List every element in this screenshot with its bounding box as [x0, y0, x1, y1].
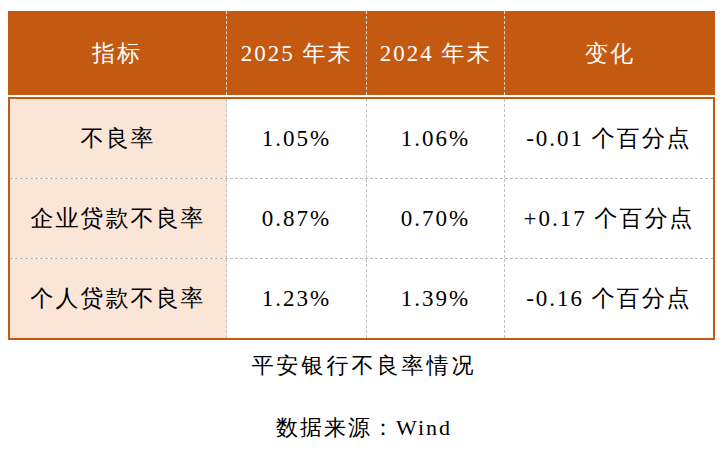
page: 指标 2025 年末 2024 年末 变化 不良率 1.05% 1.06% -0… [0, 0, 728, 450]
row-2024-value: 1.39% [367, 259, 505, 338]
row-2024-value: 1.06% [367, 99, 505, 178]
table-caption: 平安银行不良率情况 [0, 351, 728, 381]
table-row: 企业贷款不良率 0.87% 0.70% +0.17 个百分点 [10, 178, 713, 258]
table-row: 不良率 1.05% 1.06% -0.01 个百分点 [10, 99, 713, 178]
table-header-row: 指标 2025 年末 2024 年末 变化 [8, 11, 715, 95]
row-change-value: +0.17 个百分点 [505, 179, 713, 258]
header-change: 变化 [505, 11, 715, 95]
header-2025-year-end: 2025 年末 [227, 11, 367, 95]
row-indicator-label: 企业贷款不良率 [10, 179, 227, 258]
row-indicator-label: 个人贷款不良率 [10, 259, 227, 338]
row-2025-value: 1.23% [227, 259, 367, 338]
row-2025-value: 1.05% [227, 99, 367, 178]
row-change-value: -0.16 个百分点 [505, 259, 713, 338]
row-change-value: -0.01 个百分点 [505, 99, 713, 178]
row-indicator-label: 不良率 [10, 99, 227, 178]
data-source-note: 数据来源：Wind [0, 413, 728, 443]
npl-table: 指标 2025 年末 2024 年末 变化 不良率 1.05% 1.06% -0… [8, 11, 715, 340]
table-row: 个人贷款不良率 1.23% 1.39% -0.16 个百分点 [10, 258, 713, 338]
header-2024-year-end: 2024 年末 [367, 11, 505, 95]
header-indicator: 指标 [8, 11, 227, 95]
row-2024-value: 0.70% [367, 179, 505, 258]
row-2025-value: 0.87% [227, 179, 367, 258]
table-body: 不良率 1.05% 1.06% -0.01 个百分点 企业贷款不良率 0.87%… [8, 97, 715, 340]
